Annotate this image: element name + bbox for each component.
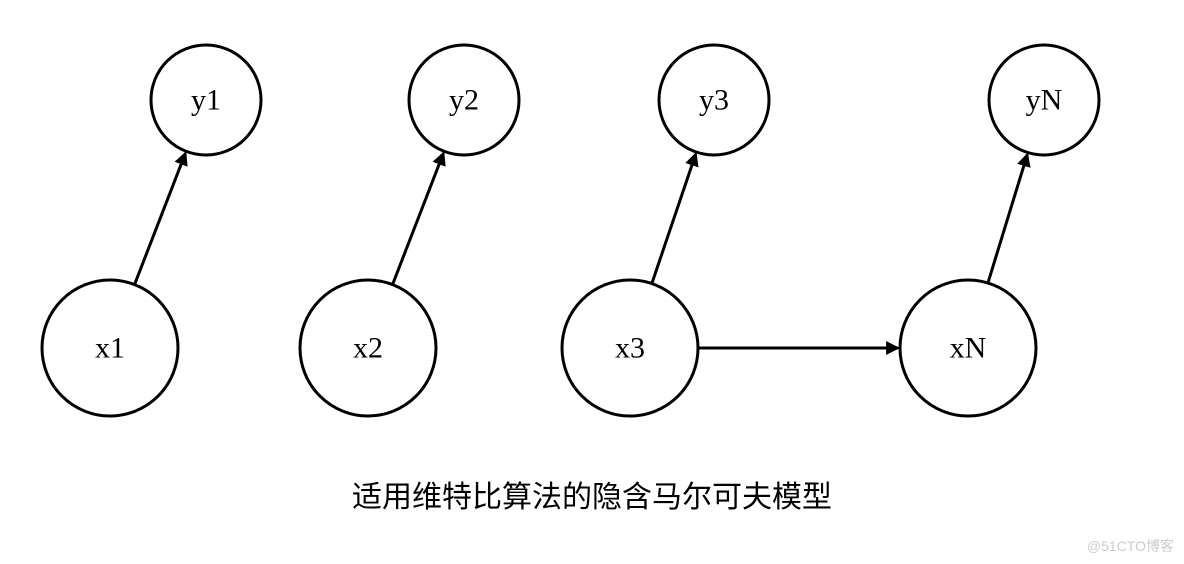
node-label: x3: [615, 332, 645, 365]
node-x1: x1: [42, 280, 178, 416]
node-label: y2: [449, 84, 479, 117]
node-xN: xN: [900, 280, 1036, 416]
node-label: yN: [1026, 84, 1063, 117]
node-yN: yN: [989, 45, 1099, 155]
node-y1: y1: [151, 45, 261, 155]
node-y3: y3: [659, 45, 769, 155]
node-x2: x2: [300, 280, 436, 416]
node-label: xN: [950, 332, 987, 365]
edge-xN-yN: [988, 154, 1027, 282]
node-label: y3: [699, 84, 729, 117]
watermark-text: @51CTO博客: [1087, 536, 1174, 556]
nodes-layer: y1 y2 y3 yN x1 x2 x3 xN: [42, 45, 1099, 416]
edge-x3-y3: [652, 154, 696, 284]
node-label: x2: [353, 332, 383, 365]
node-label: x1: [95, 332, 125, 365]
edge-x1-y1: [135, 153, 186, 284]
diagram-caption: 适用维特比算法的隐含马尔可夫模型: [352, 481, 832, 514]
node-x3: x3: [562, 280, 698, 416]
hmm-diagram: y1 y2 y3 yN x1 x2 x3 xN 适用维特比算法的隐含马尔可夫模型: [0, 0, 1184, 564]
node-y2: y2: [409, 45, 519, 155]
edge-x2-y2: [393, 153, 444, 284]
node-label: y1: [191, 84, 221, 117]
